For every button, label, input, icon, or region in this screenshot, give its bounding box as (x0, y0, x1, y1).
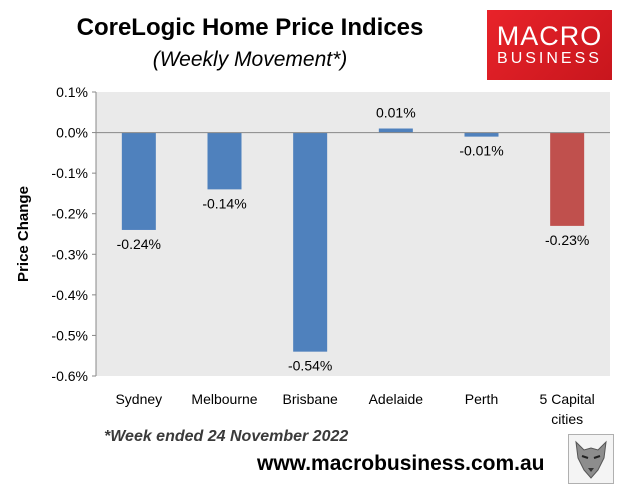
bar-brisbane (293, 132, 328, 352)
x-tick-label: Brisbane (283, 391, 338, 407)
logo-line-2: BUSINESS (497, 50, 602, 67)
x-tick-label: 5 Capital (540, 391, 595, 407)
x-tick-label: Sydney (115, 391, 162, 407)
data-label: -0.54% (288, 358, 332, 374)
bar-sydney (121, 132, 156, 230)
y-tick-label: 0.0% (56, 125, 88, 141)
macrobusiness-logo: MACRO BUSINESS (487, 10, 612, 80)
y-tick-label: -0.6% (51, 368, 88, 384)
footnote: *Week ended 24 November 2022 (104, 428, 349, 445)
data-label: -0.01% (459, 143, 503, 159)
chart-subtitle: (Weekly Movement*) (152, 48, 348, 71)
bar-5-capital-cities (550, 132, 585, 226)
wolf-icon (568, 434, 614, 484)
bar-adelaide (378, 128, 413, 133)
x-tick-label: Perth (465, 391, 498, 407)
bar-perth (464, 132, 499, 137)
y-tick-label: -0.3% (51, 246, 88, 262)
x-tick-label: Melbourne (191, 391, 257, 407)
y-tick-label: -0.1% (51, 165, 88, 181)
data-label: -0.24% (117, 236, 161, 252)
plot-area (96, 92, 610, 376)
x-tick-label: Adelaide (369, 391, 424, 407)
bar-melbourne (207, 132, 242, 190)
data-label: -0.23% (545, 232, 589, 248)
x-tick-label: cities (551, 411, 583, 427)
website-url: www.macrobusiness.com.au (257, 452, 545, 475)
y-tick-label: 0.1% (56, 84, 88, 100)
y-axis-title: Price Change (15, 186, 32, 282)
data-label: -0.14% (202, 195, 246, 211)
chart-title: CoreLogic Home Price Indices (76, 14, 424, 41)
y-tick-label: -0.2% (51, 206, 88, 222)
y-tick-label: -0.5% (51, 327, 88, 343)
logo-line-1: MACRO (496, 21, 603, 51)
y-tick-label: -0.4% (51, 287, 88, 303)
data-label: 0.01% (376, 105, 416, 121)
